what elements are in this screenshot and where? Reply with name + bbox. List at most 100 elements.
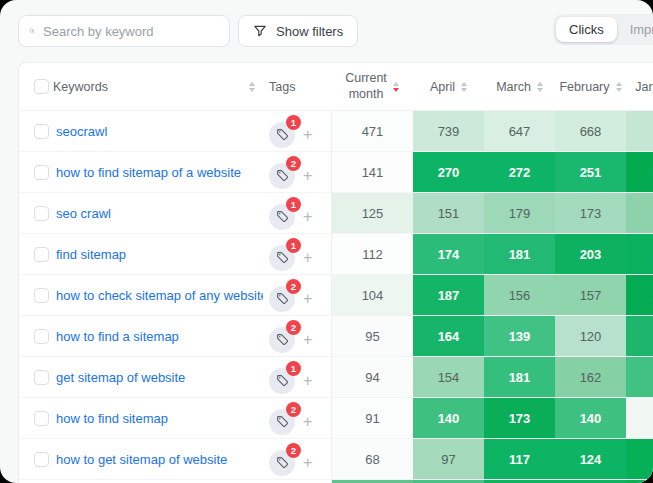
heatmap-cell: 154: [413, 357, 484, 397]
tag-button[interactable]: 2: [269, 163, 295, 189]
row-checkbox[interactable]: [34, 411, 49, 426]
row-checkbox-cell: [19, 247, 53, 262]
row-checkbox[interactable]: [34, 370, 49, 385]
header-current-month[interactable]: Currentmonth: [331, 71, 413, 102]
heatmap-cell: 270: [413, 152, 484, 192]
heatmap-cell: 124: [555, 439, 626, 479]
tag-count-badge: 2: [286, 279, 301, 294]
heatmap-cell: 173: [484, 398, 555, 438]
current-month-cell: 112: [331, 234, 413, 274]
tag-icon: [276, 333, 289, 346]
tag-button[interactable]: 2: [269, 450, 295, 476]
sort-current-month-icon[interactable]: [393, 82, 399, 92]
row-checkbox-cell: [19, 165, 53, 180]
heatmap-cell: 117: [484, 439, 555, 479]
row-checkbox-cell: [19, 124, 53, 139]
row-checkbox[interactable]: [34, 452, 49, 467]
tag-icon: [276, 292, 289, 305]
row-checkbox[interactable]: [34, 288, 49, 303]
add-tag-button[interactable]: +: [303, 455, 312, 471]
tag-icon: [276, 128, 289, 141]
keyword-link[interactable]: how to find a sitemap: [53, 329, 263, 344]
search-input[interactable]: [43, 24, 219, 39]
tag-button[interactable]: 2: [269, 409, 295, 435]
heatmap-cell: 179: [484, 193, 555, 233]
row-checkbox[interactable]: [34, 206, 49, 221]
tag-icon: [276, 415, 289, 428]
tag-button[interactable]: 1: [269, 245, 295, 271]
heatmap-cell: 97: [413, 439, 484, 479]
tag-count-badge: 2: [286, 320, 301, 335]
toggle-clicks[interactable]: Clicks: [556, 17, 617, 42]
show-filters-button[interactable]: Show filters: [238, 15, 358, 47]
add-tag-button[interactable]: +: [303, 291, 312, 307]
add-tag-button[interactable]: +: [303, 250, 312, 266]
add-tag-button[interactable]: +: [303, 414, 312, 430]
add-tag-button[interactable]: +: [303, 127, 312, 143]
add-tag-button[interactable]: +: [303, 168, 312, 184]
toggle-impressions[interactable]: Impressions: [617, 17, 653, 42]
tag-button[interactable]: 1: [269, 368, 295, 394]
january-header-label: January: [635, 80, 653, 94]
add-tag-button[interactable]: +: [303, 332, 312, 348]
heatmap-cell: 167: [626, 316, 653, 356]
heatmap-cell: 251: [555, 152, 626, 192]
march-header-label: March: [496, 80, 531, 94]
table-row: seocrawl1+471739647668807: [19, 111, 653, 152]
heatmap-cell: 668: [555, 111, 626, 151]
current-month-header-label: Currentmonth: [345, 71, 387, 102]
header-february[interactable]: February: [555, 80, 626, 94]
row-checkbox[interactable]: [34, 329, 49, 344]
row-checkbox[interactable]: [34, 165, 49, 180]
tag-button[interactable]: 1: [269, 204, 295, 230]
keyword-link[interactable]: how to check sitemap of any website: [53, 288, 263, 303]
row-checkbox[interactable]: [34, 247, 49, 262]
tag-count-badge: 1: [286, 361, 301, 376]
keyword-link[interactable]: how to find sitemap: [53, 411, 263, 426]
add-tag-button[interactable]: +: [303, 209, 312, 225]
search-box[interactable]: [18, 15, 230, 47]
table-row: how to get sitemap of website2+689711712…: [19, 439, 653, 480]
row-checkbox-cell: [19, 370, 53, 385]
keyword-link[interactable]: how to find sitemap of a website: [53, 165, 263, 180]
header-march[interactable]: March: [484, 80, 555, 94]
heatmap-cell: 140: [413, 398, 484, 438]
add-tag-button[interactable]: +: [303, 373, 312, 389]
sort-march-icon[interactable]: [537, 82, 543, 92]
tags-cell: 2+: [263, 152, 331, 192]
heatmap-cell: 207: [626, 234, 653, 274]
sort-keywords-icon[interactable]: [249, 82, 255, 92]
header-keywords[interactable]: Keywords: [53, 80, 263, 94]
heatmap-cell: 647: [484, 111, 555, 151]
tag-button[interactable]: 1: [269, 122, 295, 148]
table-header-row: Keywords Tags Currentmonth April March F…: [19, 63, 653, 111]
header-april[interactable]: April: [413, 80, 484, 94]
tag-count-badge: 1: [286, 115, 301, 130]
keyword-link[interactable]: seo crawl: [53, 206, 263, 221]
tag-button[interactable]: 2: [269, 327, 295, 353]
select-all-checkbox[interactable]: [34, 79, 49, 94]
table-body: seocrawl1+471739647668807how to find sit…: [19, 111, 653, 483]
table-row: find sitemap1+112174181203207: [19, 234, 653, 275]
tag-count-badge: 1: [286, 197, 301, 212]
current-month-cell: 125: [331, 193, 413, 233]
header-checkbox-cell: [19, 79, 53, 94]
row-checkbox[interactable]: [34, 124, 49, 139]
header-january[interactable]: January: [626, 80, 653, 94]
tag-button[interactable]: 2: [269, 286, 295, 312]
tag-count-badge: 2: [286, 156, 301, 171]
keyword-link[interactable]: get sitemap of website: [53, 370, 263, 385]
sort-february-icon[interactable]: [616, 82, 622, 92]
april-header-label: April: [430, 80, 455, 94]
keyword-link[interactable]: find sitemap: [53, 247, 263, 262]
keywords-header-label: Keywords: [53, 80, 108, 94]
keyword-link[interactable]: seocrawl: [53, 124, 263, 139]
table-row: how to find sitemap2+9114017314097: [19, 398, 653, 439]
keyword-link[interactable]: how to get sitemap of website: [53, 452, 263, 467]
tag-count-badge: 2: [286, 443, 301, 458]
tags-cell: 1+: [263, 357, 331, 397]
heatmap-cell: 739: [413, 111, 484, 151]
sort-april-icon[interactable]: [461, 82, 467, 92]
current-month-cell: 104: [331, 275, 413, 315]
table-row: how to find sitemap of a website2+141270…: [19, 152, 653, 193]
